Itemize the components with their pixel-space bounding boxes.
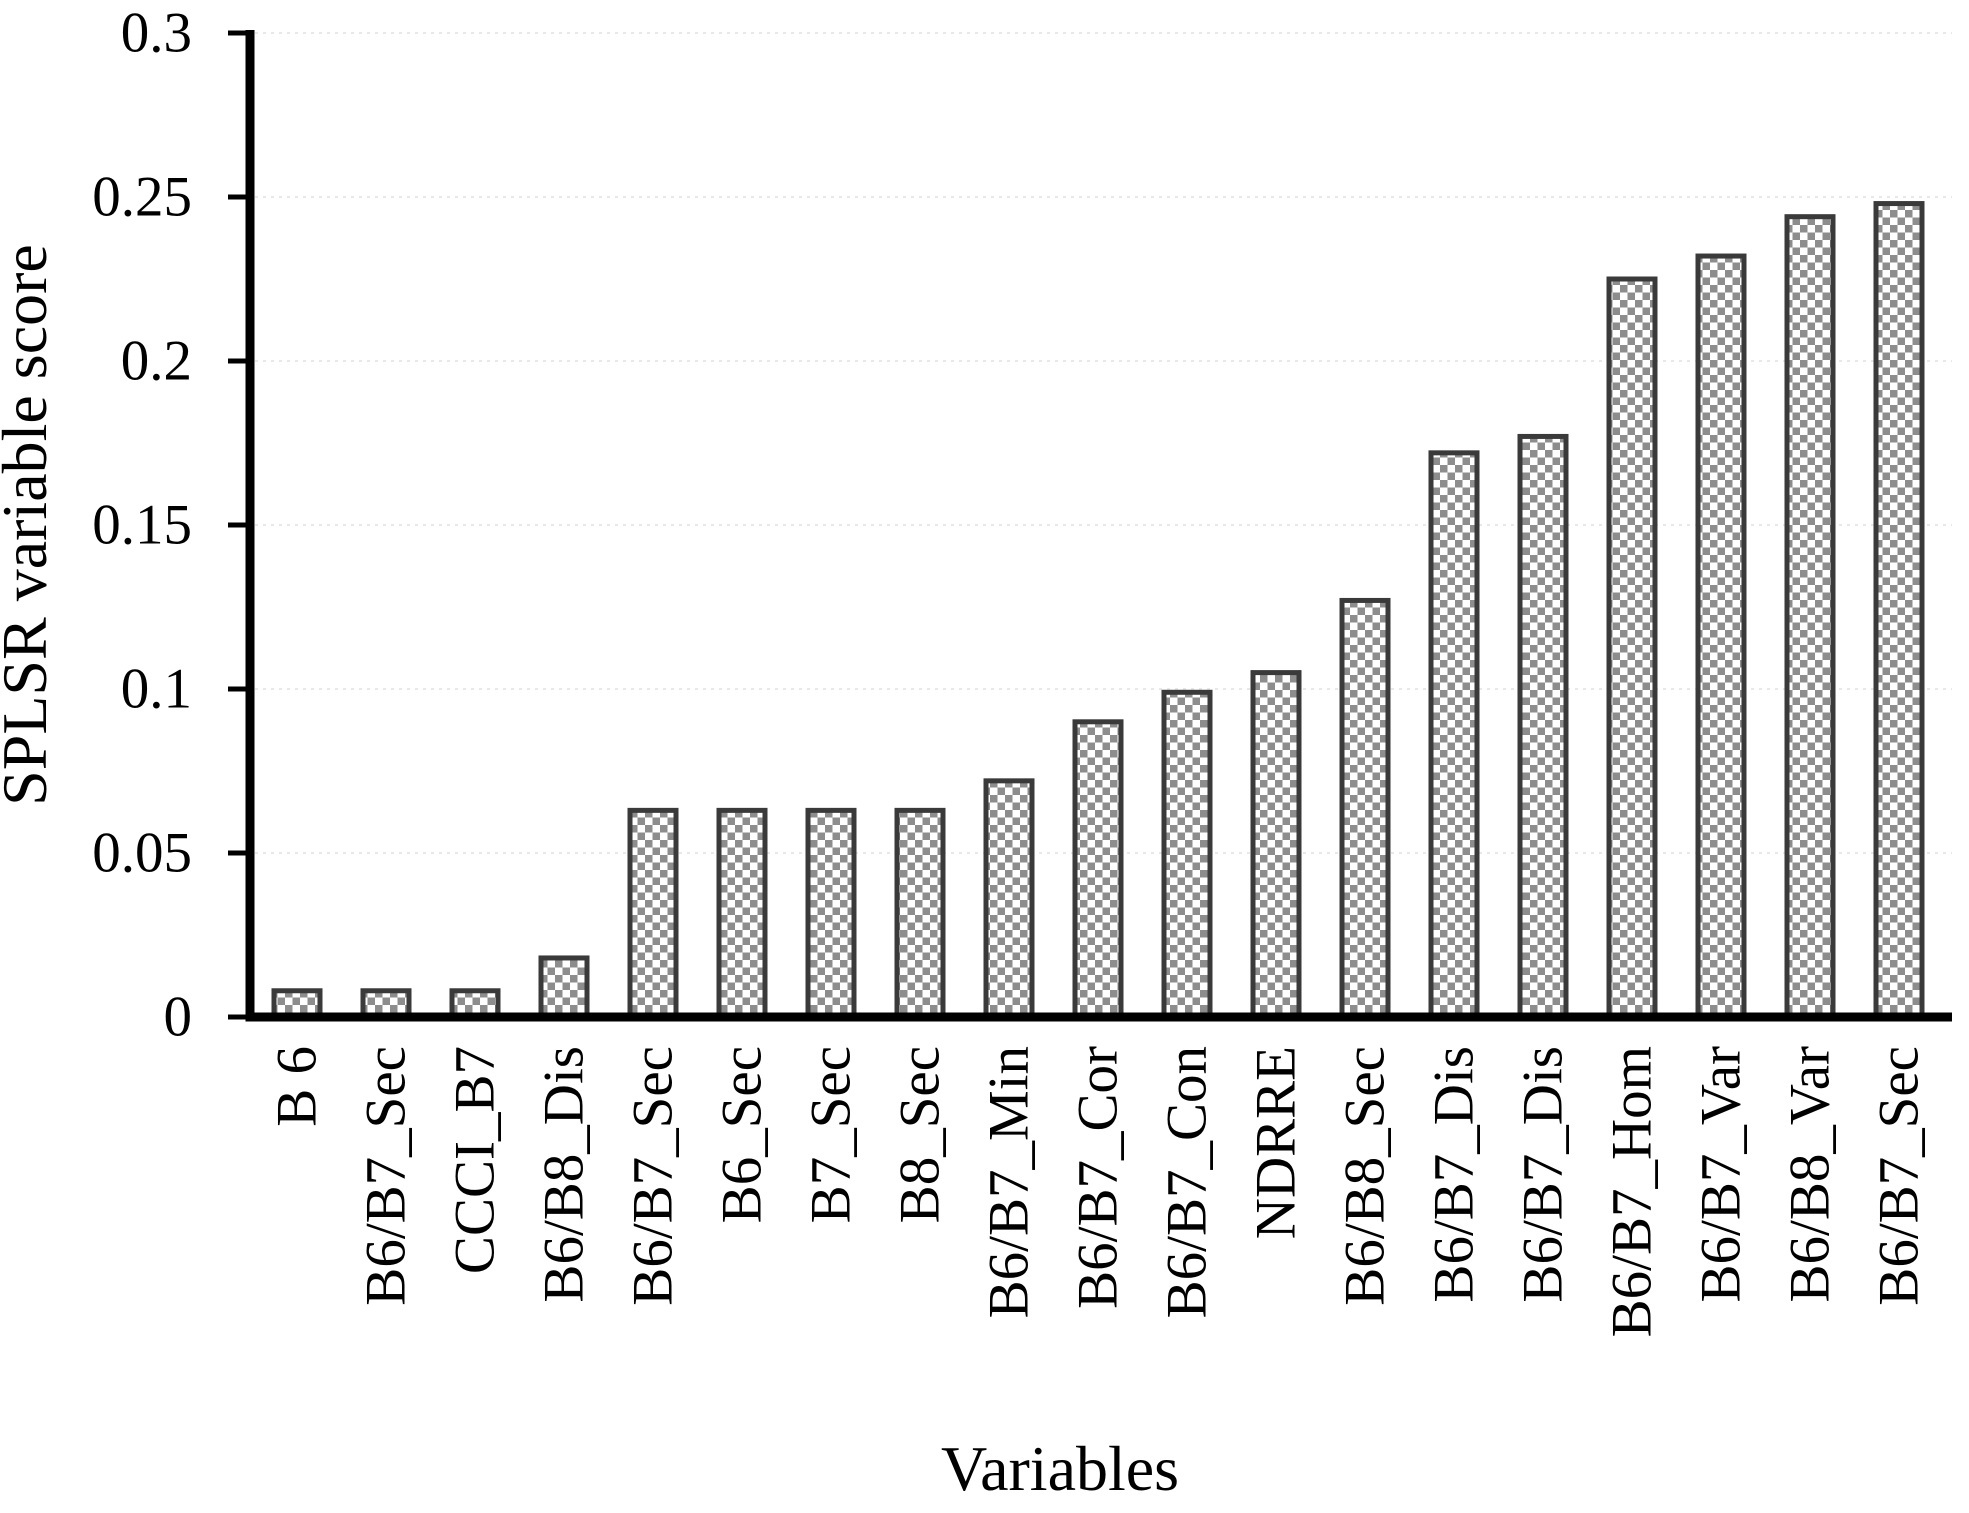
bar — [1695, 253, 1747, 1020]
y-tick-label: 0 — [164, 986, 193, 1049]
y-axis-title: SPLSR variable score — [0, 244, 60, 806]
x-category-label: B6/B7_Min — [978, 1046, 1041, 1318]
bar — [1784, 214, 1836, 1020]
bar — [1161, 689, 1213, 1020]
bar — [1517, 433, 1569, 1020]
bar — [1339, 597, 1391, 1020]
x-category-label: B6_Sec — [711, 1046, 774, 1223]
x-category-label: B7_Sec — [800, 1046, 863, 1223]
x-category-label: B6/B7_Sec — [1868, 1046, 1931, 1306]
bar — [1250, 670, 1302, 1020]
x-category-label: B6/B8_Dis — [533, 1046, 596, 1303]
x-category-label: CCCI_B7 — [444, 1046, 507, 1274]
x-category-label: B6/B7_Cor — [1067, 1046, 1130, 1309]
y-tick-label: 0.2 — [121, 330, 192, 393]
bar — [716, 807, 768, 1020]
x-category-label: B6/B7_Sec — [355, 1046, 418, 1306]
x-category-label: B6/B7_Sec — [622, 1046, 685, 1306]
x-category-label: NDRRE — [1245, 1046, 1308, 1239]
y-tick-label: 0.05 — [92, 822, 192, 885]
y-tick-label: 0.3 — [121, 2, 192, 65]
bar — [894, 807, 946, 1020]
y-tick-label: 0.15 — [92, 494, 192, 557]
x-category-label: B6/B7_Dis — [1512, 1046, 1575, 1303]
x-category-label: B 6 — [266, 1046, 329, 1127]
bar — [1873, 201, 1925, 1020]
x-category-label: B8_Sec — [889, 1046, 952, 1223]
x-category-label: B6/B8_Sec — [1334, 1046, 1397, 1306]
x-category-label: B6/B7_Con — [1156, 1046, 1219, 1318]
x-category-label: B6/B7_Hom — [1601, 1046, 1664, 1337]
y-ticks-group: 0 0.05 0.1 0.15 0.2 0.25 0.3 — [92, 2, 246, 1049]
bar — [1072, 719, 1124, 1020]
x-category-label: B6/B7_Dis — [1423, 1046, 1486, 1303]
y-tick-label: 0.1 — [121, 658, 192, 721]
bar — [805, 807, 857, 1020]
bar — [1606, 276, 1658, 1020]
x-axis-title: Variables — [941, 1433, 1179, 1504]
x-category-label: B6/B7_Var — [1690, 1046, 1753, 1303]
bar — [538, 955, 590, 1020]
bar — [1428, 450, 1480, 1020]
bar — [627, 807, 679, 1020]
y-tick-label: 0.25 — [92, 166, 192, 229]
x-category-labels-group: B 6 B6/B7_Sec CCCI_B7 B6/B8_Dis B6/B7_Sec B6_… — [266, 1046, 1931, 1337]
bar — [983, 778, 1035, 1020]
x-category-label: B6/B8_Var — [1779, 1046, 1842, 1303]
axes-group — [245, 30, 1952, 1022]
bars-group — [271, 201, 1925, 1020]
